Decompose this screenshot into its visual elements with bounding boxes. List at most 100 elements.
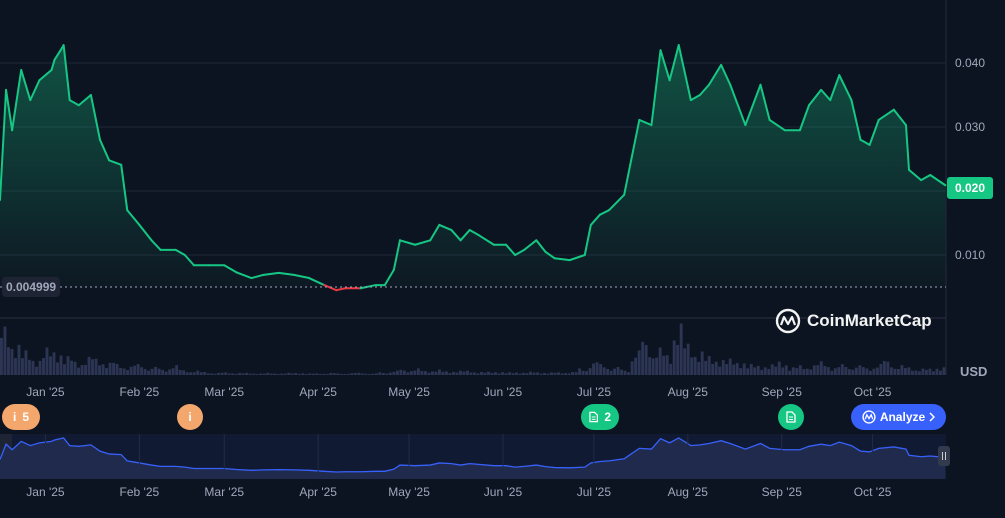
volume-bar bbox=[161, 369, 165, 375]
volume-bar bbox=[28, 359, 31, 375]
price-line-segment bbox=[523, 239, 538, 251]
volume-bar bbox=[98, 365, 102, 375]
volume-bar bbox=[7, 347, 10, 375]
price-line-segment bbox=[720, 63, 732, 86]
volume-bar bbox=[140, 367, 144, 375]
volume-bar bbox=[31, 360, 35, 375]
volume-bar bbox=[217, 372, 221, 375]
volume-bar bbox=[690, 357, 694, 375]
analyze-button[interactable]: Analyze bbox=[851, 404, 946, 430]
volume-bar bbox=[879, 364, 883, 375]
volume-bar bbox=[826, 367, 830, 375]
event-marker-document[interactable] bbox=[778, 404, 804, 430]
volume-bar bbox=[269, 373, 273, 375]
volume-bar bbox=[865, 368, 869, 375]
volume-bar bbox=[154, 366, 158, 375]
volume-bar bbox=[45, 347, 49, 375]
volume-bar bbox=[287, 372, 291, 375]
volume-bar bbox=[550, 372, 553, 375]
price-line-segment bbox=[659, 49, 671, 82]
volume-bar bbox=[122, 368, 126, 375]
x-tick-label: Mar '25 bbox=[204, 385, 245, 399]
x-tick-label: Oct '25 bbox=[853, 385, 892, 399]
volume-bar bbox=[683, 348, 687, 375]
price-line-segment bbox=[759, 83, 771, 121]
navigator-tick-label: Aug '25 bbox=[667, 485, 708, 499]
volume-bar bbox=[427, 372, 431, 375]
volume-bar bbox=[609, 370, 613, 375]
volume-bar bbox=[872, 368, 876, 375]
analyze-label: Analyze bbox=[879, 410, 926, 424]
price-line-segment bbox=[77, 94, 92, 107]
price-line-segment bbox=[908, 168, 923, 182]
price-line-segment bbox=[850, 99, 862, 141]
volume-bar bbox=[213, 373, 217, 375]
volume-bar bbox=[182, 370, 186, 375]
price-line-segment bbox=[598, 209, 611, 216]
volume-bar bbox=[157, 368, 161, 375]
volume-bar bbox=[59, 355, 63, 375]
volume-bar bbox=[66, 356, 70, 375]
volume-bar bbox=[35, 366, 38, 375]
volume-bar bbox=[812, 365, 816, 375]
document-icon bbox=[786, 411, 796, 423]
price-line-segment bbox=[608, 193, 626, 212]
volume-bar bbox=[63, 364, 66, 375]
price-line-segment bbox=[904, 124, 910, 171]
chevron-right-icon bbox=[929, 412, 936, 422]
volume-bar bbox=[662, 355, 666, 375]
coinmarketcap-logo: CoinMarketCap bbox=[775, 308, 932, 334]
volume-bar bbox=[749, 364, 753, 375]
volume-bar bbox=[753, 367, 757, 375]
price-line-segment bbox=[677, 44, 692, 102]
volume-bar bbox=[10, 349, 14, 375]
volume-bar bbox=[409, 371, 413, 375]
volume-bar bbox=[693, 356, 697, 375]
volume-bar bbox=[332, 373, 336, 375]
volume-bar bbox=[641, 341, 645, 375]
volume-bar bbox=[924, 369, 928, 375]
price-line-segment bbox=[468, 229, 480, 237]
volume-bar bbox=[851, 369, 855, 375]
volume-bar bbox=[315, 373, 319, 375]
volume-bar bbox=[655, 357, 659, 375]
volume-bar bbox=[294, 372, 298, 375]
volume-bar bbox=[290, 373, 294, 375]
volume-bar bbox=[38, 360, 42, 375]
volume-bar bbox=[115, 364, 119, 375]
event-marker-info[interactable]: i 5 bbox=[2, 404, 40, 430]
volume-bar bbox=[522, 372, 525, 375]
price-line-segment bbox=[859, 138, 871, 146]
volume-bar bbox=[3, 326, 7, 375]
info-icon: i bbox=[12, 410, 17, 424]
volume-bar bbox=[24, 350, 28, 375]
volume-bar bbox=[501, 372, 504, 375]
price-line-segment bbox=[62, 44, 71, 102]
volume-bar bbox=[168, 369, 172, 375]
price-line-segment bbox=[53, 49, 62, 61]
volume-bar bbox=[854, 367, 858, 375]
volume-bar bbox=[553, 372, 557, 375]
volume-bar bbox=[746, 368, 750, 375]
volume-bar bbox=[283, 373, 287, 375]
volume-bar bbox=[798, 365, 802, 375]
volume-bar bbox=[735, 363, 739, 375]
volume-bar bbox=[623, 370, 627, 375]
currency-label: USD bbox=[960, 364, 988, 379]
volume-bar bbox=[469, 372, 473, 375]
volume-bar bbox=[882, 361, 886, 375]
navigator-handle[interactable] bbox=[938, 446, 950, 466]
volume-bar bbox=[903, 368, 907, 375]
price-line-segment bbox=[89, 94, 101, 141]
volume-bar bbox=[728, 358, 732, 375]
price-line-segment bbox=[308, 277, 326, 287]
event-marker-info[interactable]: i bbox=[177, 404, 203, 430]
volume-bar bbox=[658, 347, 662, 375]
volume-bar bbox=[406, 372, 410, 375]
volume-bar bbox=[837, 367, 841, 375]
price-line-segment bbox=[250, 273, 265, 280]
price-line-segment bbox=[20, 69, 32, 102]
price-line-segment bbox=[438, 223, 453, 232]
event-marker-document[interactable]: 2 bbox=[581, 404, 619, 430]
